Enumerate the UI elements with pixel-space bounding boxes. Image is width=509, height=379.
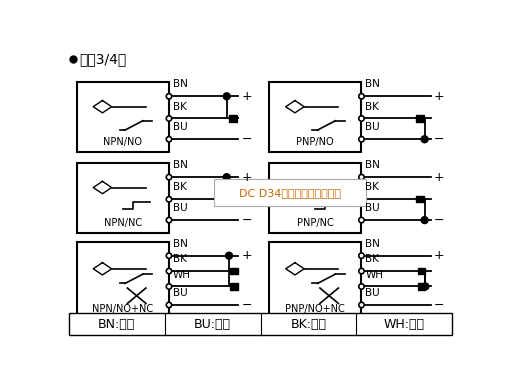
Text: WH: WH bbox=[173, 269, 190, 280]
Circle shape bbox=[166, 116, 172, 121]
Text: PNP/NC: PNP/NC bbox=[296, 218, 333, 228]
Bar bbox=[417, 283, 425, 290]
Circle shape bbox=[166, 253, 172, 258]
Text: BN: BN bbox=[364, 239, 379, 249]
Text: −: − bbox=[241, 133, 251, 146]
Circle shape bbox=[358, 284, 363, 289]
Text: BK: BK bbox=[173, 254, 186, 264]
Circle shape bbox=[166, 302, 172, 308]
Bar bbox=[229, 115, 236, 122]
Bar bbox=[230, 283, 237, 290]
Text: +: + bbox=[241, 249, 251, 262]
Text: −: − bbox=[433, 214, 443, 227]
Text: BU: BU bbox=[173, 122, 187, 132]
Circle shape bbox=[358, 116, 363, 121]
Circle shape bbox=[166, 197, 172, 202]
Text: 直涁3/4线: 直涁3/4线 bbox=[79, 52, 126, 66]
Text: −: − bbox=[433, 299, 443, 312]
Bar bbox=[69, 313, 451, 335]
Circle shape bbox=[166, 136, 172, 142]
Circle shape bbox=[358, 302, 363, 308]
Circle shape bbox=[358, 197, 363, 202]
Text: BK: BK bbox=[173, 182, 186, 193]
Text: BN: BN bbox=[173, 239, 187, 249]
Circle shape bbox=[358, 253, 363, 258]
Bar bbox=[229, 196, 236, 202]
Text: BK: BK bbox=[364, 102, 379, 111]
Circle shape bbox=[421, 283, 428, 290]
Text: +: + bbox=[433, 90, 444, 103]
Text: −: − bbox=[241, 214, 251, 227]
Bar bbox=[269, 83, 361, 152]
Circle shape bbox=[358, 268, 363, 274]
Circle shape bbox=[223, 174, 230, 181]
Circle shape bbox=[420, 136, 427, 143]
Text: −: − bbox=[241, 299, 251, 312]
Bar bbox=[76, 163, 168, 233]
Text: NPN/NC: NPN/NC bbox=[103, 218, 142, 228]
Circle shape bbox=[166, 268, 172, 274]
Bar bbox=[269, 163, 361, 233]
Text: WH:白色: WH:白色 bbox=[383, 318, 424, 331]
Text: +: + bbox=[433, 171, 444, 184]
Text: BK: BK bbox=[173, 102, 186, 111]
Text: NPN/NO: NPN/NO bbox=[103, 137, 142, 147]
Text: PNP/NO: PNP/NO bbox=[296, 137, 333, 147]
Text: +: + bbox=[241, 90, 251, 103]
Circle shape bbox=[166, 94, 172, 99]
Circle shape bbox=[358, 218, 363, 223]
Bar bbox=[76, 83, 168, 152]
Text: BK: BK bbox=[364, 182, 379, 193]
Circle shape bbox=[166, 218, 172, 223]
Text: NPN/NO+NC: NPN/NO+NC bbox=[92, 304, 153, 314]
Bar bbox=[415, 196, 423, 202]
Circle shape bbox=[166, 284, 172, 289]
Text: −: − bbox=[433, 133, 443, 146]
Text: PNP/NO+NC: PNP/NO+NC bbox=[285, 304, 345, 314]
Circle shape bbox=[223, 93, 230, 100]
Text: +: + bbox=[241, 171, 251, 184]
Bar bbox=[417, 268, 425, 274]
Circle shape bbox=[225, 252, 232, 259]
Text: BU: BU bbox=[364, 122, 379, 132]
Text: BU: BU bbox=[173, 288, 187, 298]
Text: BK: BK bbox=[364, 254, 379, 264]
Circle shape bbox=[358, 94, 363, 99]
Text: DC D34三线电容式接近开关: DC D34三线电容式接近开关 bbox=[239, 188, 341, 197]
Bar bbox=[76, 242, 168, 319]
Text: BN: BN bbox=[173, 79, 187, 89]
Text: BN: BN bbox=[173, 160, 187, 170]
Text: WH: WH bbox=[364, 269, 383, 280]
Circle shape bbox=[358, 136, 363, 142]
Text: BU: BU bbox=[364, 203, 379, 213]
Circle shape bbox=[166, 174, 172, 180]
Text: BU:兰色: BU:兰色 bbox=[194, 318, 231, 331]
Text: BU: BU bbox=[364, 288, 379, 298]
Circle shape bbox=[420, 217, 427, 224]
Text: +: + bbox=[433, 249, 444, 262]
Text: BU: BU bbox=[173, 203, 187, 213]
Text: BN:棕色: BN:棕色 bbox=[98, 318, 135, 331]
Text: BN: BN bbox=[364, 79, 379, 89]
Bar bbox=[415, 115, 423, 122]
FancyBboxPatch shape bbox=[214, 180, 365, 206]
Bar bbox=[269, 242, 361, 319]
Text: BK:黑色: BK:黑色 bbox=[290, 318, 326, 331]
Bar bbox=[230, 268, 237, 274]
Text: BN: BN bbox=[364, 160, 379, 170]
Circle shape bbox=[358, 174, 363, 180]
